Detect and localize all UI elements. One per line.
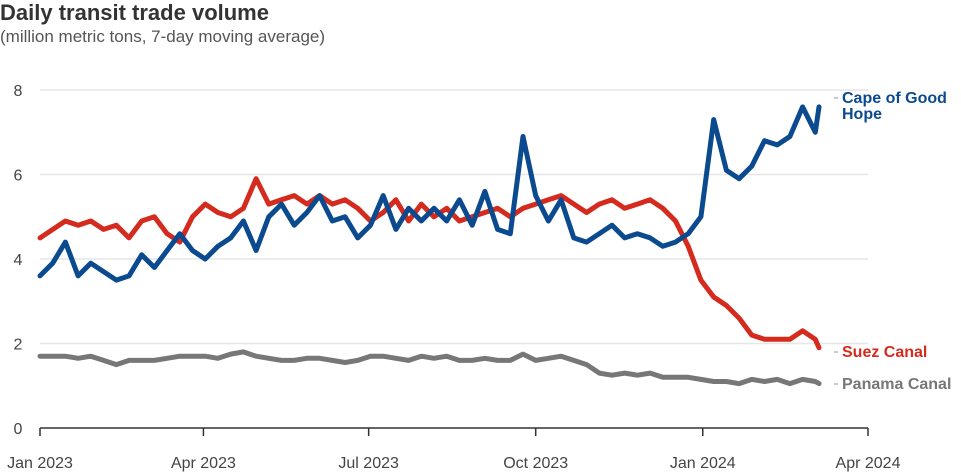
series-label-suez-canal: Suez Canal: [842, 344, 927, 361]
series-label-cape-of-good-hope: Cape of Good Hope: [842, 90, 947, 123]
x-tick-label: Jul 2023: [338, 455, 399, 472]
series-line-cape-of-good-hope: [37, 104, 822, 283]
y-tick-label: 4: [14, 252, 23, 269]
chart-subtitle: (million metric tons, 7-day moving avera…: [0, 27, 326, 46]
series-line-panama-canal: [37, 349, 822, 387]
x-tick-label: Apr 2024: [836, 455, 901, 472]
chart-title: Daily transit trade volume: [0, 0, 269, 25]
series-label-panama-canal: Panama Canal: [842, 376, 951, 393]
y-tick-label: 0: [14, 421, 23, 438]
x-tick-label: Apr 2023: [171, 455, 236, 472]
y-tick-label: 2: [14, 337, 23, 354]
y-tick-label: 6: [14, 168, 23, 185]
x-tick-label: Oct 2023: [503, 455, 568, 472]
y-tick-label: 8: [14, 83, 23, 100]
x-tick-label: Jan 2023: [7, 455, 73, 472]
series-line-suez-canal: [37, 176, 822, 351]
x-tick-label: Jan 2024: [670, 455, 736, 472]
